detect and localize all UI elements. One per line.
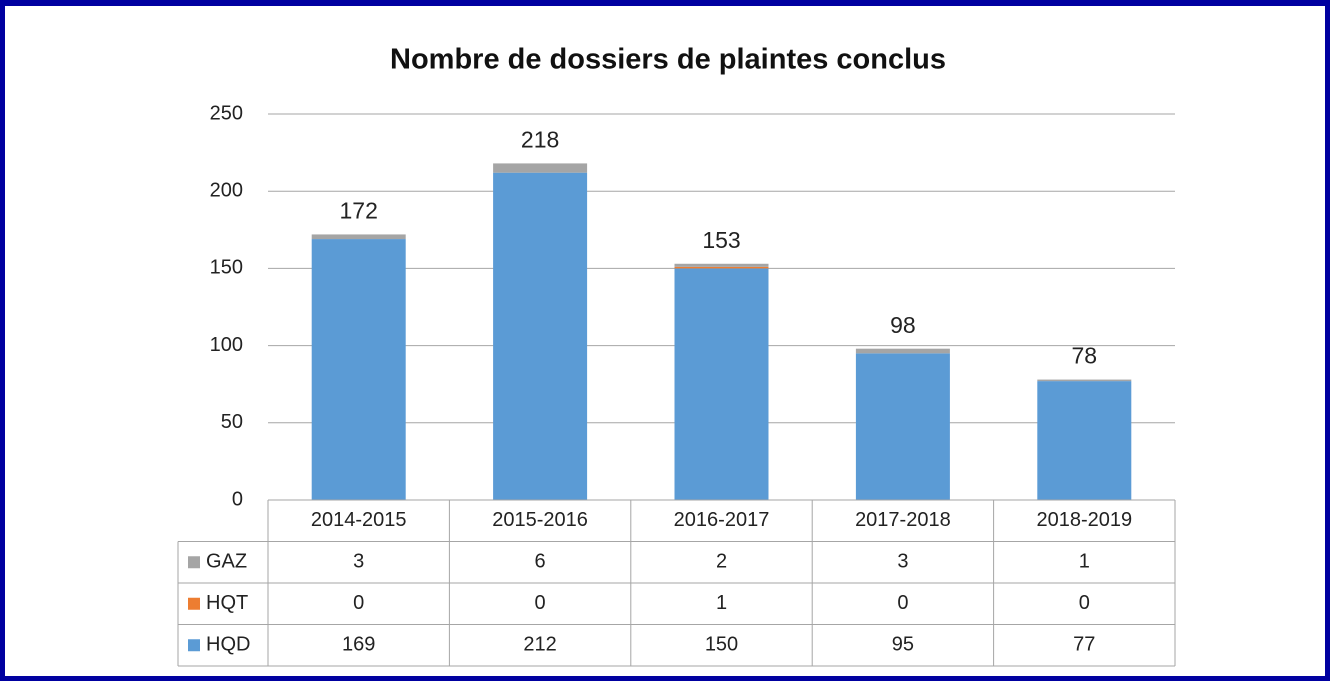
bar-segment xyxy=(674,268,769,500)
total-label: 218 xyxy=(521,126,559,152)
bar-segment xyxy=(855,353,950,500)
table-value: 95 xyxy=(892,634,914,656)
bar-segment xyxy=(674,266,769,269)
table-value: 3 xyxy=(897,551,908,573)
legend-key xyxy=(188,597,200,610)
x-tick-label: 2018-2019 xyxy=(1036,509,1132,531)
y-tick-label: 250 xyxy=(210,102,243,124)
y-tick-label: 50 xyxy=(221,411,243,433)
table-value: 0 xyxy=(1079,592,1090,614)
chart-title: Nombre de dossiers de plaintes conclus xyxy=(390,44,946,76)
y-tick-label: 150 xyxy=(210,257,243,279)
total-label: 153 xyxy=(702,227,740,253)
table-value: 150 xyxy=(705,634,738,656)
table-value: 1 xyxy=(716,592,727,614)
chart: Nombre de dossiers de plaintes conclus 0… xyxy=(177,44,1176,667)
legend-key xyxy=(188,639,200,652)
table-value: 0 xyxy=(897,592,908,614)
x-tick-label: 2017-2018 xyxy=(855,509,951,531)
x-tick-label: 2016-2017 xyxy=(674,509,770,531)
table-value: 212 xyxy=(523,634,556,656)
bar-segment xyxy=(1037,379,1132,382)
bar-segment xyxy=(311,234,406,240)
table-value: 3 xyxy=(353,551,364,573)
y-tick-label: 0 xyxy=(232,488,243,510)
table-value: 169 xyxy=(342,634,375,656)
legend-label: GAZ xyxy=(206,551,247,573)
table-value: 0 xyxy=(353,592,364,614)
table-value: 1 xyxy=(1079,551,1090,573)
table-value: 2 xyxy=(716,551,727,573)
bar-segment xyxy=(493,163,588,173)
bar-segment xyxy=(311,239,406,500)
total-label: 78 xyxy=(1072,343,1098,369)
legend-label: HQT xyxy=(206,592,248,614)
bar-segment xyxy=(674,263,769,267)
x-tick-label: 2014-2015 xyxy=(311,509,407,531)
table-value: 77 xyxy=(1073,634,1095,656)
legend-label: HQD xyxy=(206,634,250,656)
table-value: 0 xyxy=(535,592,546,614)
legend-key xyxy=(188,556,200,569)
bar-segment xyxy=(855,348,950,354)
total-label: 98 xyxy=(890,312,916,338)
bar-segment xyxy=(493,172,588,500)
table-value: 6 xyxy=(535,551,546,573)
y-tick-label: 200 xyxy=(210,179,243,201)
bar-segment xyxy=(1037,381,1132,500)
total-label: 172 xyxy=(340,198,378,224)
x-tick-label: 2015-2016 xyxy=(492,509,588,531)
y-tick-label: 100 xyxy=(210,334,243,356)
